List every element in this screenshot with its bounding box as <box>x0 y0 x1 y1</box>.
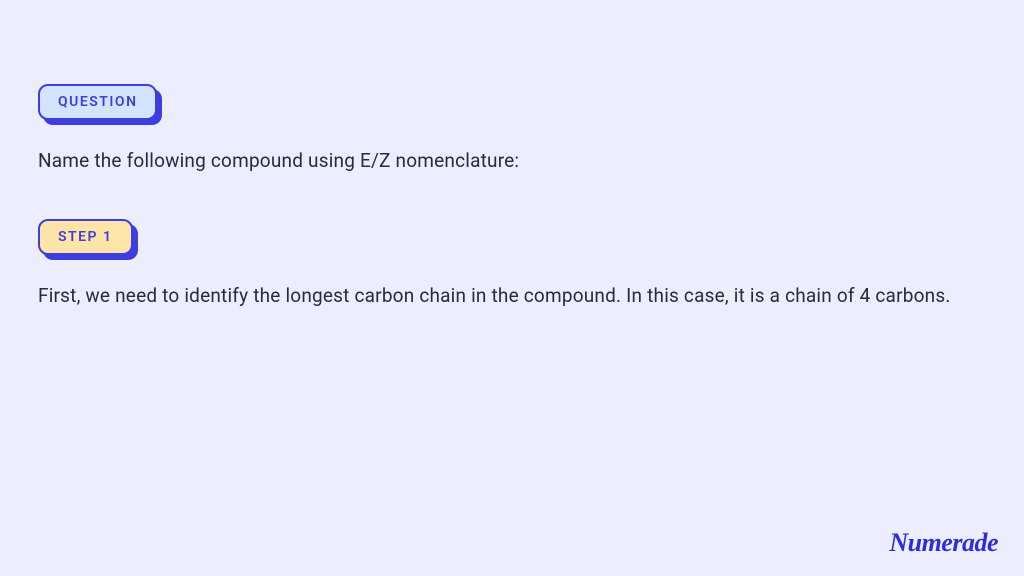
question-badge-label: QUESTION <box>38 84 157 120</box>
brand-logo: Numerade <box>889 528 998 558</box>
question-badge: QUESTION <box>38 84 157 120</box>
question-text: Name the following compound using E/Z no… <box>38 148 986 175</box>
step-text: First, we need to identify the longest c… <box>38 283 986 310</box>
step-badge: STEP 1 <box>38 219 133 255</box>
step-badge-label: STEP 1 <box>38 219 133 255</box>
content-area: QUESTION Name the following compound usi… <box>0 0 1024 309</box>
